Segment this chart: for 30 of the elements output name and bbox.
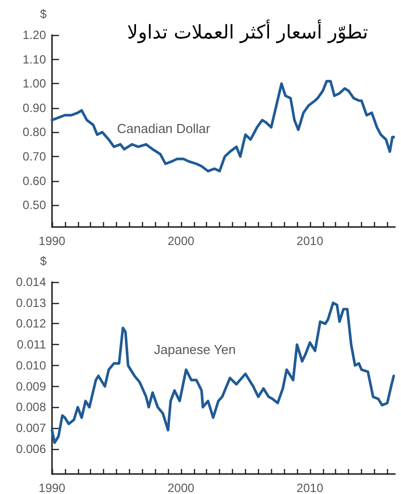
x-tick-label: 1990 xyxy=(38,481,66,494)
y-tick-label: 1.10 xyxy=(22,52,46,66)
y-tick-label: 0.007 xyxy=(16,421,46,436)
x-tick-label: 2010 xyxy=(296,234,324,248)
x-tick-label: 2000 xyxy=(168,234,195,248)
y-tick-label: 1.00 xyxy=(22,76,46,91)
series-label: Canadian Dollar xyxy=(117,121,211,136)
line-series xyxy=(50,80,396,172)
y-tick-label: 0.011 xyxy=(16,338,46,352)
y-tick-label: 0.90 xyxy=(22,100,46,115)
chart-title: تطوّر أسعار أكثر العملات تداولا xyxy=(127,20,368,44)
y-tick-label: 0.014 xyxy=(16,275,46,289)
line-series xyxy=(50,302,396,444)
y-tick-label: 0.009 xyxy=(16,379,46,394)
y-tick-label: 0.013 xyxy=(16,296,46,310)
y-tick-label: 0.008 xyxy=(16,400,46,414)
x-tick-label: 2010 xyxy=(296,481,324,494)
series-label: Japanese Yen xyxy=(154,342,236,357)
y-axis-title: $ xyxy=(40,254,47,268)
y-tick-label: 1.20 xyxy=(22,28,46,42)
y-tick-label: 0.70 xyxy=(22,150,46,164)
y-tick-label: 0.50 xyxy=(22,198,46,212)
y-axis-title: $ xyxy=(40,7,47,21)
y-tick-label: 0.80 xyxy=(22,125,46,140)
y-tick-label: 0.010 xyxy=(16,358,46,372)
y-tick-label: 0.006 xyxy=(16,442,46,456)
x-tick-label: 1990 xyxy=(38,234,66,248)
y-tick-label: 0.012 xyxy=(16,316,46,331)
x-tick-label: 2000 xyxy=(168,481,195,494)
y-tick-label: 0.60 xyxy=(22,174,46,188)
